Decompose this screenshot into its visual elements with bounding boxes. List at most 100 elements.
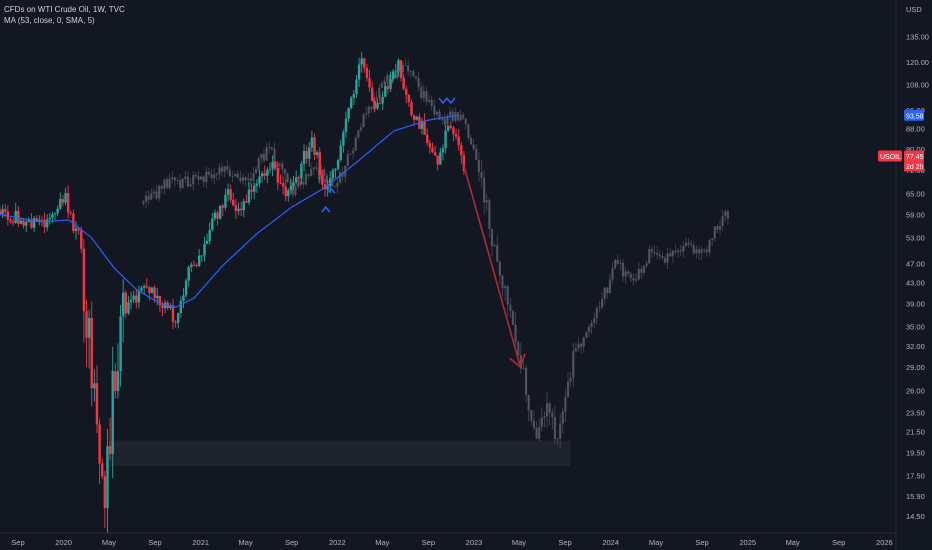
projection-candle <box>514 324 517 342</box>
projection-candle <box>438 111 441 120</box>
x-tick-label: Sep <box>285 538 298 547</box>
candle-body <box>182 295 185 301</box>
x-tick-label: 2025 <box>739 538 756 547</box>
projection-candle <box>540 417 543 428</box>
candle-body <box>19 220 23 224</box>
projection-candle <box>619 262 622 264</box>
projection-candle <box>401 65 404 73</box>
projection-candle <box>511 310 515 325</box>
projection-candle <box>472 144 475 149</box>
candle-body <box>381 96 384 104</box>
y-tick-label: 23.50 <box>906 408 925 417</box>
candle-body <box>321 175 324 185</box>
projection-candle <box>144 195 148 202</box>
legend-title[interactable]: CFDs on WTI Crude Oil, 1W, TVC <box>4 5 125 14</box>
candle-body <box>462 155 466 171</box>
candle-body <box>135 295 138 303</box>
projection-candle <box>247 178 250 180</box>
projection-candle <box>441 118 444 120</box>
projection-candle <box>488 200 491 229</box>
projection-candle <box>606 287 609 294</box>
projection-candle <box>674 250 677 253</box>
candle-body <box>90 318 93 389</box>
candle-body <box>200 255 204 257</box>
projection-candle <box>425 91 428 102</box>
candle-body <box>9 219 12 222</box>
projection-candle <box>226 166 229 170</box>
projection-candle <box>407 65 410 72</box>
projection-candle <box>338 172 342 184</box>
projection-candle <box>218 167 221 175</box>
projection-candle <box>535 427 538 439</box>
y-tick-label: 19.50 <box>906 448 925 457</box>
projection-candle <box>207 171 211 175</box>
candle-body <box>177 313 180 323</box>
candle-body <box>250 189 253 192</box>
projection-candle <box>378 87 381 98</box>
projection-candle <box>462 114 465 119</box>
projection-candle <box>367 106 370 114</box>
projection-candle <box>241 177 245 182</box>
candle-body <box>339 145 342 161</box>
candle-body <box>0 210 2 215</box>
candle-body <box>171 305 175 322</box>
projection-candle <box>417 77 420 88</box>
candle-body <box>1 209 4 215</box>
candle-body <box>310 137 314 148</box>
candle-body <box>239 208 243 211</box>
candle-body <box>237 208 240 211</box>
projection-candle <box>695 249 698 254</box>
chart-legend: CFDs on WTI Crude Oil, 1W, TVC MA (53, c… <box>4 4 125 26</box>
projection-candle <box>262 153 266 161</box>
candle-body <box>247 189 251 203</box>
x-tick-label: May <box>786 538 800 547</box>
projection-candle <box>283 169 287 174</box>
projection-candle <box>404 65 407 66</box>
projection-candle <box>530 410 533 421</box>
price-tag <box>904 150 924 162</box>
candle-body <box>274 161 277 169</box>
projection-candle <box>165 179 169 188</box>
candle-body <box>114 371 117 392</box>
candle-body <box>287 190 290 197</box>
candle-body <box>370 87 374 101</box>
candle-body <box>74 228 78 232</box>
projection-candle <box>176 180 179 181</box>
x-tick-label: 2020 <box>55 538 72 547</box>
price-axis <box>896 0 932 550</box>
projection-candle <box>396 70 399 78</box>
projection-candle <box>509 304 512 311</box>
candle-body <box>187 267 190 281</box>
candle-body <box>211 218 214 230</box>
projection-candle <box>464 118 467 125</box>
projection-candle <box>142 201 145 204</box>
projection-candle <box>684 242 688 246</box>
candle-body <box>218 205 222 219</box>
projection-candle <box>228 169 231 177</box>
candle-body <box>305 150 308 159</box>
projection-candle <box>713 226 716 239</box>
projection-candle <box>349 153 352 155</box>
projection-candle <box>197 176 200 180</box>
projection-candle <box>496 245 499 262</box>
candle-body <box>111 371 114 454</box>
candle-body <box>27 219 31 222</box>
projection-candle <box>532 420 536 428</box>
candle-body <box>119 316 122 372</box>
projection-candle <box>590 323 593 327</box>
candle-body <box>454 134 458 137</box>
projection-candle <box>380 83 384 88</box>
candle-body <box>326 186 329 190</box>
legend-ma[interactable]: MA (53, close, 0, SMA, 5) <box>4 16 95 25</box>
candle-body <box>43 219 46 228</box>
candle-body <box>108 446 112 454</box>
projection-candle <box>711 238 714 241</box>
projection-candle <box>155 191 158 199</box>
candle-body <box>289 186 293 191</box>
candle-body <box>263 173 266 176</box>
candle-body <box>205 241 209 244</box>
candle-body <box>360 58 363 65</box>
y-tick-label: 14.50 <box>906 512 925 521</box>
